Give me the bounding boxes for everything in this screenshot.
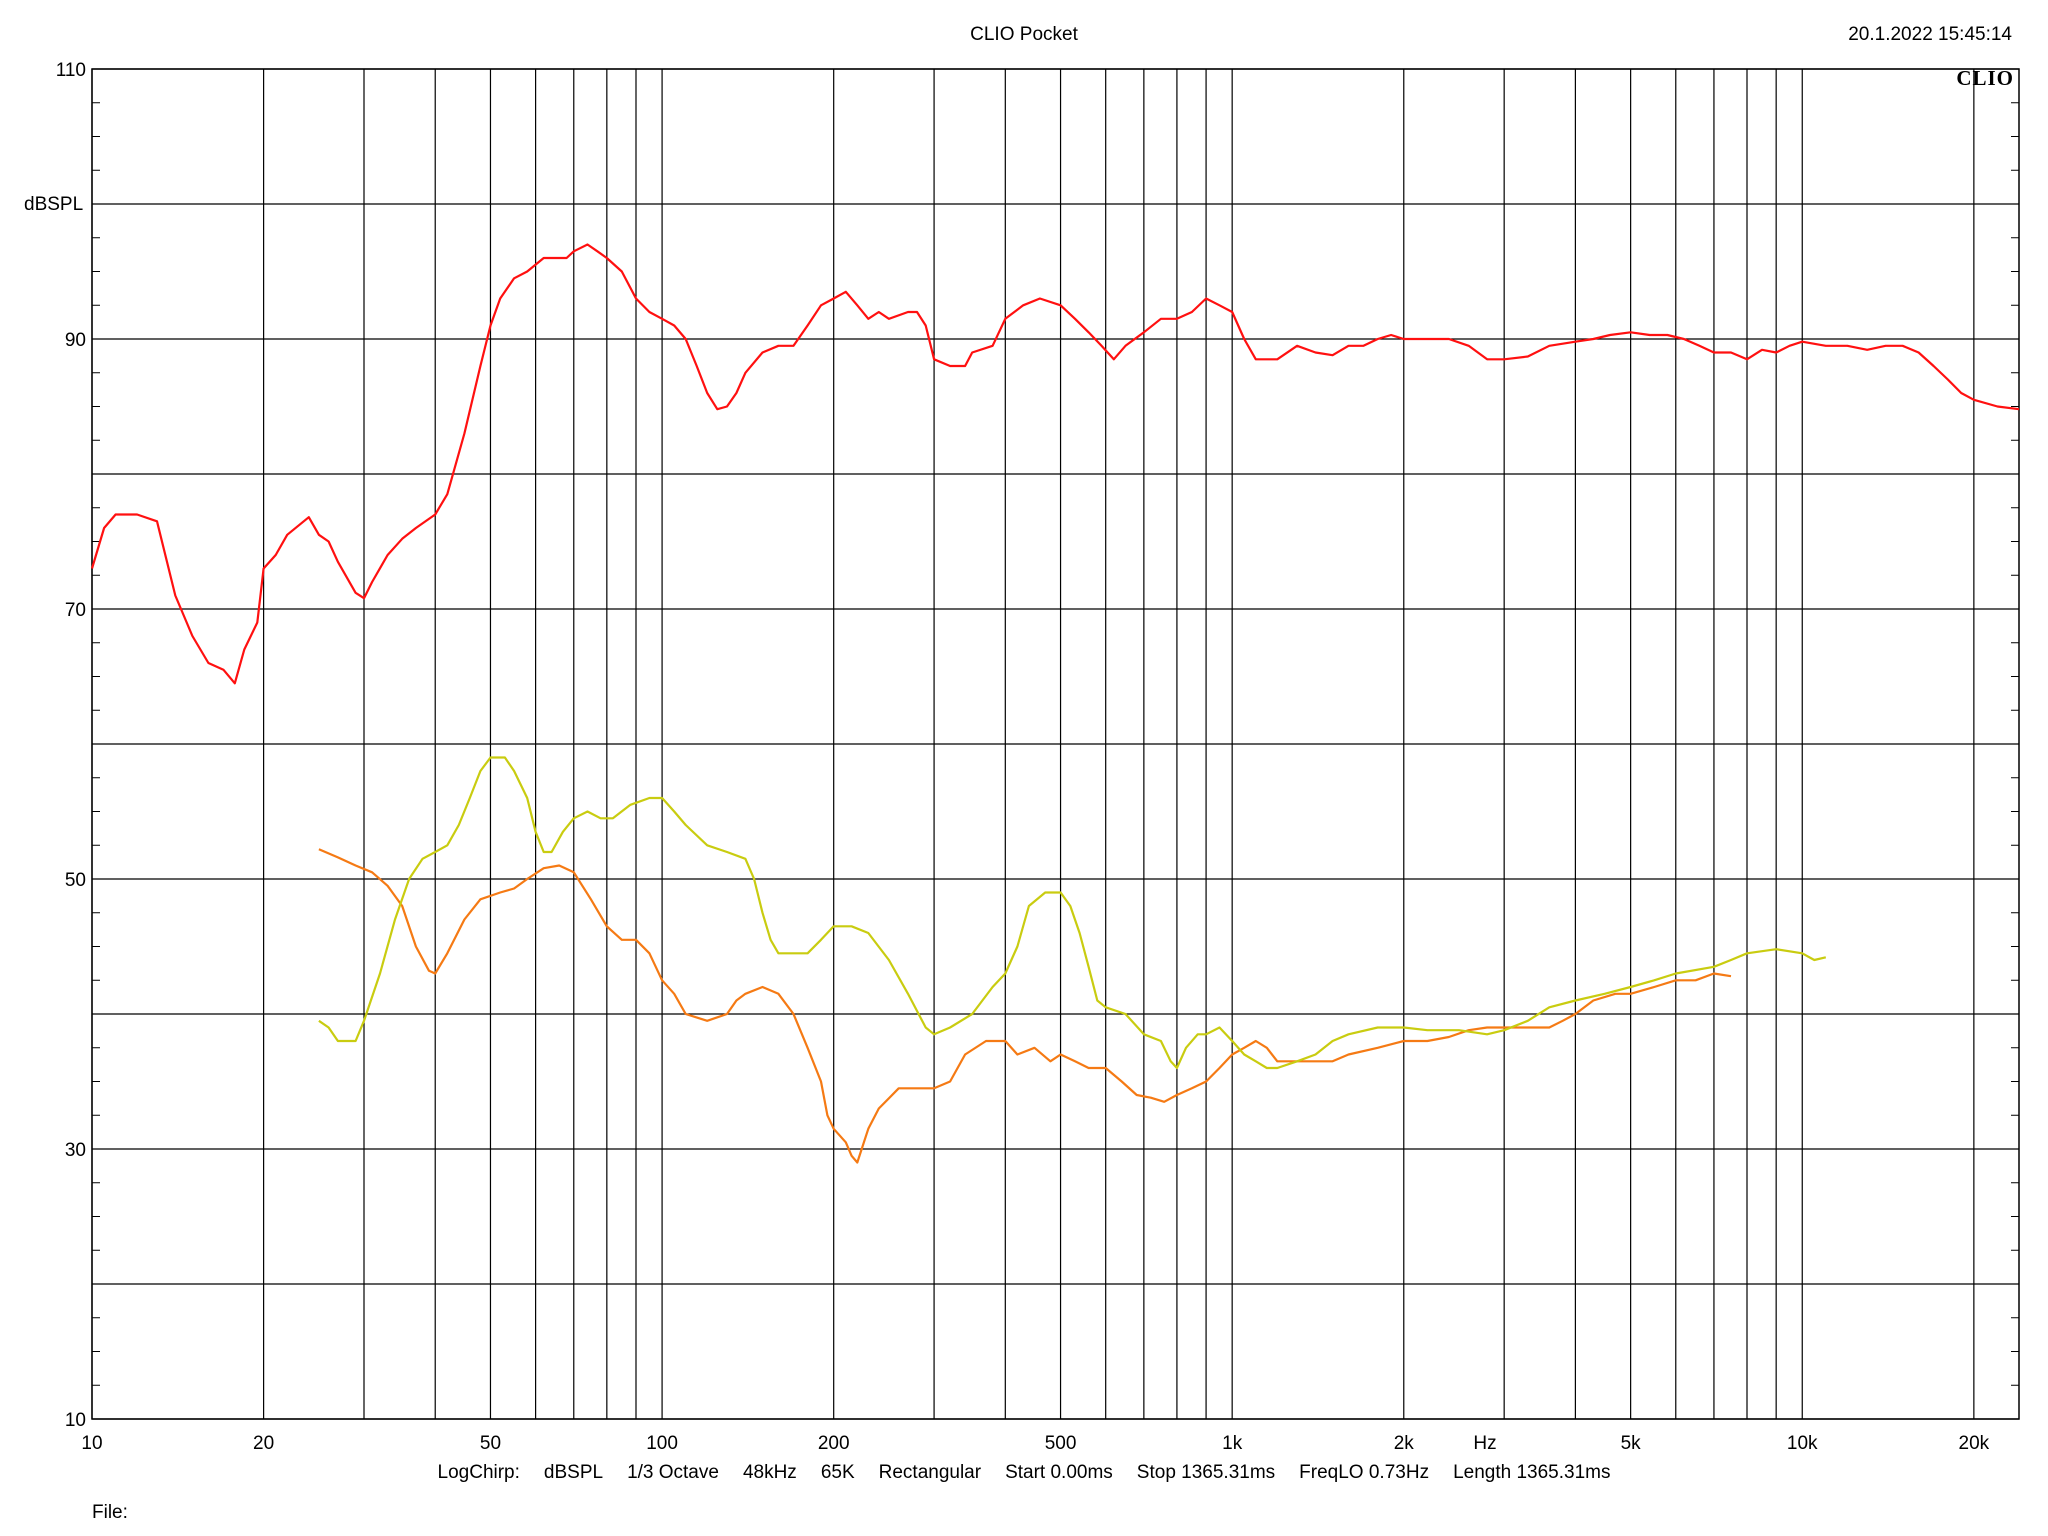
y-tick-labels: 10 30 50 70 90 110 <box>56 60 86 1431</box>
setting-smoothing: 1/3 Octave <box>627 1462 719 1483</box>
setting-size: 65K <box>820 1462 855 1483</box>
x-tick-label: 50 <box>480 1433 501 1454</box>
x-tick-label: 10 <box>81 1433 102 1454</box>
setting-unit: dBSPL <box>543 1462 604 1483</box>
series-line-0 <box>90 243 2020 685</box>
setting-freqlo: FreqLO 0.73Hz <box>1299 1462 1430 1483</box>
setting-mode: LogChirp: <box>437 1462 520 1483</box>
measurement-settings-bar: LogChirp: dBSPL 1/3 Octave 48kHz 65K Rectangu… <box>0 1462 2048 1484</box>
x-tick-label: 500 <box>1045 1433 1077 1454</box>
series-line-1 <box>318 848 1732 1164</box>
x-tick-label: 5k <box>1621 1433 1642 1454</box>
x-tick-labels: 10 20 50 100 200 500 1k 2k 5k 10k 20k <box>81 1433 1989 1454</box>
setting-window: Rectangular <box>878 1462 982 1483</box>
y-tick-label: 50 <box>65 870 86 891</box>
measurement-datetime: 20.1.2022 15:45:14 <box>1848 24 2012 45</box>
y-tick-label: 90 <box>65 330 86 351</box>
file-label: File: <box>92 1502 128 1523</box>
x-tick-label: 10k <box>1787 1433 1818 1454</box>
series-line-2 <box>318 756 1827 1070</box>
y-axis-label: dBSPL <box>24 194 84 215</box>
x-tick-label: 200 <box>818 1433 850 1454</box>
setting-length: Length 1365.31ms <box>1453 1462 1611 1483</box>
x-tick-label: 20k <box>1959 1433 1990 1454</box>
x-axis-unit-label: Hz <box>1473 1433 1496 1454</box>
series-layer <box>90 243 2020 1164</box>
y-tick-label: 70 <box>65 600 86 621</box>
x-tick-label: 20 <box>253 1433 274 1454</box>
plot-frame <box>91 68 2020 1420</box>
setting-sample-rate: 48kHz <box>742 1462 797 1483</box>
setting-stop: Stop 1365.31ms <box>1136 1462 1276 1483</box>
y-tick-label: 30 <box>65 1140 86 1161</box>
x-tick-label: 1k <box>1222 1433 1243 1454</box>
y-gridlines <box>92 68 2019 1420</box>
clio-logo: CLIO <box>1956 66 2014 90</box>
y-tick-label: 110 <box>56 60 86 81</box>
chart-title: CLIO Pocket <box>970 24 1078 45</box>
x-tick-label: 100 <box>646 1433 678 1454</box>
setting-start: Start 0.00ms <box>1005 1462 1113 1483</box>
x-tick-label: 2k <box>1394 1433 1415 1454</box>
y-tick-label: 10 <box>65 1410 86 1431</box>
y-minor-ticks <box>92 102 2019 1386</box>
